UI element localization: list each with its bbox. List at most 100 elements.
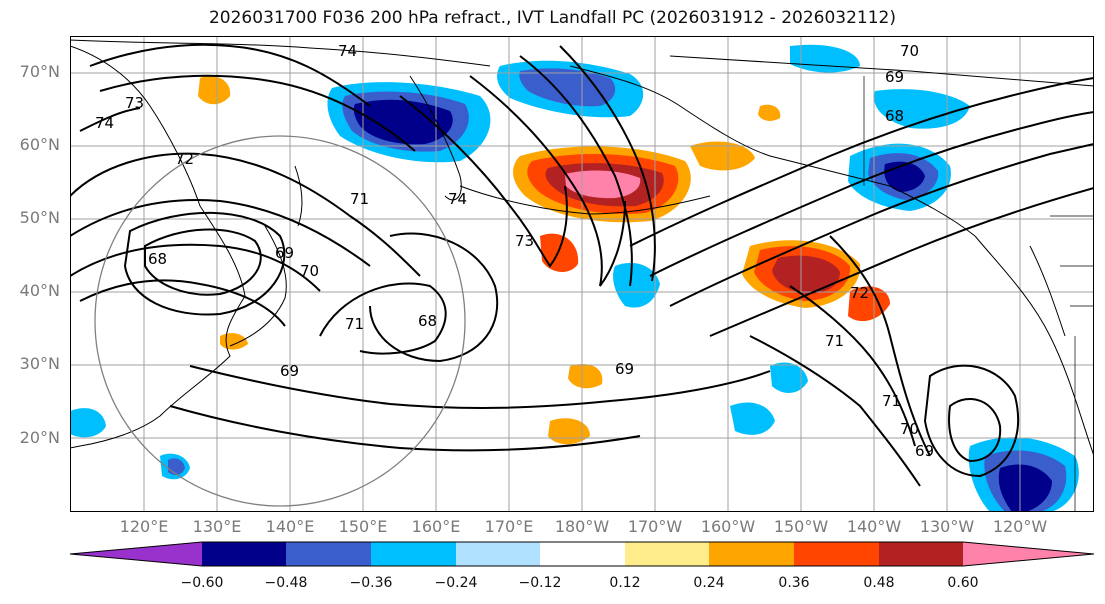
lon-label-130w: 130°W [919, 517, 975, 536]
colorbar-segment [456, 542, 540, 566]
map-panel: 74 73 74 72 71 68 69 70 71 68 69 74 73 6… [70, 36, 1094, 512]
contour-label: 70 [300, 262, 319, 280]
contour-71-east [829, 235, 931, 457]
contour-label: 73 [515, 232, 534, 250]
warm-patch-far-west [198, 76, 231, 105]
lon-label-170e: 170°E [484, 517, 534, 536]
contour-label: 74 [95, 114, 114, 132]
contour-label: 73 [125, 94, 144, 112]
lat-label-50n: 50°N [19, 208, 60, 227]
lon-label-150e: 150°E [338, 517, 388, 536]
warm-patch-alaska-se [690, 141, 755, 171]
colorbar-tick: −0.48 [264, 575, 308, 591]
colorbar-tick: −0.12 [518, 575, 562, 591]
contour-trough-2 [469, 75, 626, 287]
refractivity-contours [70, 43, 1094, 487]
colorbar-tick: 0.36 [778, 575, 810, 591]
contour-label: 74 [338, 42, 357, 60]
contour-jet-1 [629, 77, 1094, 247]
blue-patch-central-pacific [613, 262, 660, 308]
blue-patch-ne-alaska [874, 89, 970, 129]
contour-68-central [369, 232, 499, 363]
blue-patch-se-pacific-core [998, 464, 1052, 512]
contour-label: 68 [418, 312, 437, 330]
contour-label: 69 [280, 362, 299, 380]
lon-label-120e: 120°E [119, 517, 169, 536]
contour-69-south [189, 365, 771, 409]
colorbar-tick: 0.12 [609, 575, 641, 591]
contour-69-loop [123, 211, 286, 316]
contour-70-south [169, 405, 641, 452]
contour-72-east [789, 285, 916, 447]
warm-patch-ne-pacific-2 [848, 286, 890, 322]
lon-label-170w: 170°W [627, 517, 683, 536]
map-svg: 74 73 74 72 71 68 69 70 71 68 69 74 73 6… [70, 36, 1094, 512]
contour-trough-1 [399, 95, 568, 268]
lat-label-70n: 70°N [19, 62, 60, 81]
contour-jet-4 [709, 187, 1094, 337]
contour-label: 68 [885, 107, 904, 125]
contour-trough-4 [559, 45, 656, 282]
colorbar-segment [286, 542, 371, 566]
lat-label-20n: 20°N [19, 428, 60, 447]
map-title: 2026031700 F036 200 hPa refract., IVT La… [208, 8, 896, 28]
blue-patch-arctic [790, 44, 860, 73]
coast-north-america [974, 235, 1094, 457]
contour-74-west [79, 107, 141, 132]
lon-label-160w: 160°W [700, 517, 756, 536]
colorbar-extend-low [70, 542, 202, 566]
blue-patch-bering-mid [519, 68, 616, 107]
contour-69-east-loop [948, 397, 1002, 463]
contour-trough-3 [519, 55, 633, 287]
contour-label: 71 [882, 392, 901, 410]
colorbar-tick: −0.60 [180, 575, 224, 591]
warm-patch-small-east [758, 104, 781, 121]
lon-label-130e: 130°E [192, 517, 242, 536]
contour-label: 74 [448, 190, 467, 208]
contour-jet-2 [649, 111, 1094, 277]
contour-label: 70 [900, 420, 919, 438]
colorbar-tick: 0.60 [947, 575, 979, 591]
colorbar-segment [879, 542, 963, 566]
lat-label-40n: 40°N [19, 281, 60, 300]
blue-patch-west-edge [70, 408, 106, 438]
target-region-circle [94, 135, 466, 507]
contour-74-north [89, 43, 371, 107]
lon-label-180w: 180°W [554, 517, 610, 536]
map-frame [70, 36, 1094, 512]
contour-jet-3 [669, 143, 1094, 307]
coast-us-west [1029, 245, 1066, 337]
colorbar-tick: 0.24 [693, 575, 725, 591]
coast-alaska [569, 65, 976, 237]
coast-japan [229, 225, 287, 347]
coastlines [70, 39, 1094, 457]
contour-69-west [79, 279, 286, 327]
warm-patch-kamchatka [540, 233, 579, 272]
lon-label-140e: 140°E [265, 517, 315, 536]
contour-label: 69 [275, 244, 294, 262]
contour-label: 69 [885, 68, 904, 86]
colorbar-segment [794, 542, 879, 566]
blue-patch-nw-pacific-core [353, 99, 453, 145]
contour-label: 69 [915, 442, 934, 460]
contour-label: 72 [850, 284, 869, 302]
colorbar-segment [371, 542, 456, 566]
contour-label: 69 [615, 360, 634, 378]
colorbar-svg [69, 541, 1095, 567]
contour-72-west [70, 152, 421, 277]
colorbar-segment [540, 542, 625, 566]
coast-canada-north [669, 55, 1094, 87]
warm-patch-dateline-pink [565, 170, 641, 199]
warm-patch-tropical-2 [568, 364, 603, 389]
colorbar-extend-high [963, 542, 1094, 566]
colorbar-tick: −0.24 [434, 575, 478, 591]
contour-label: 72 [175, 150, 194, 168]
lon-label-120w: 120°W [992, 517, 1048, 536]
contour-73-north [99, 74, 416, 152]
lon-label-140w: 140°W [846, 517, 902, 536]
coast-siberia-north [70, 39, 491, 67]
political-borders [863, 76, 1094, 512]
contour-label: 71 [825, 332, 844, 350]
contour-68-loop [144, 228, 262, 296]
lat-label-60n: 60°N [19, 135, 60, 154]
